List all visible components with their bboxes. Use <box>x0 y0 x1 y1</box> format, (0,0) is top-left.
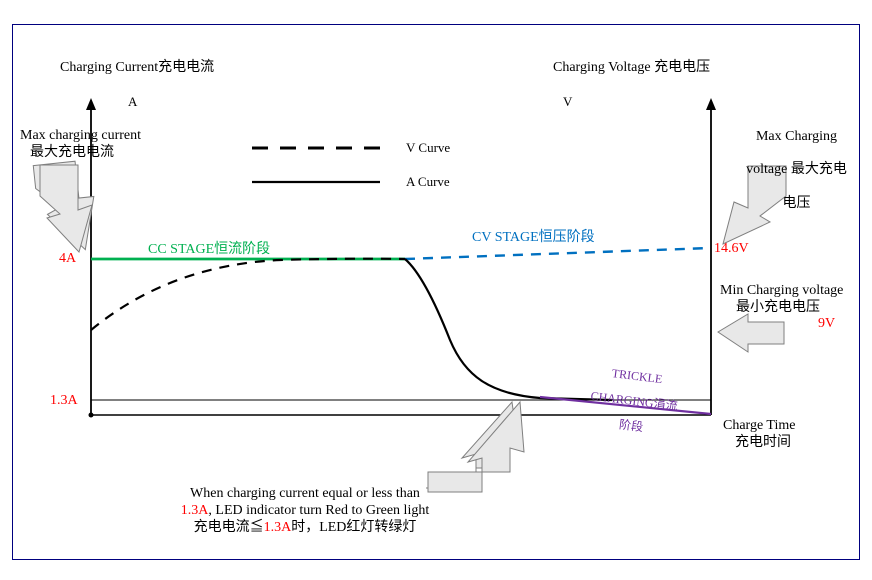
legend-v-label: V Curve <box>406 140 450 156</box>
callout-max-current-cn: 最大充电电流 <box>30 145 114 162</box>
label-trickle-l3: 阶段 <box>618 417 644 434</box>
title-current: Charging Current充电电流 <box>60 60 214 77</box>
origin-dot <box>89 413 94 418</box>
note-line3-b: 时，LED红灯转绿灯 <box>291 520 416 535</box>
callout-max-voltage: Max Charging voltage 最大充电 电压 <box>730 112 856 213</box>
note-line2-red: 1.3A <box>181 503 209 518</box>
label-charge-time-cn: 充电时间 <box>735 435 791 452</box>
callout-max-current-en: Max charging current <box>20 128 141 145</box>
label-trickle: TRICKLE CHARGING涓流 阶段 <box>563 349 701 440</box>
note-block: When charging current equal or less than… <box>140 486 470 536</box>
callout-max-voltage-l3: 电压 <box>783 196 811 211</box>
note-line3: 充电电流≦1.3A时，LED红灯转绿灯 <box>140 520 470 537</box>
callout-min-voltage-val: 9V <box>818 316 835 333</box>
tick-14-6v: 14.6V <box>714 241 749 258</box>
note-line3-red: 1.3A <box>264 520 292 535</box>
callout-min-voltage-cn: 最小充电电压 <box>736 300 820 317</box>
label-charge-time-en: Charge Time <box>723 418 795 435</box>
note-line2-rest: , LED indicator turn Red to Green light <box>208 503 429 518</box>
axis-left-head <box>86 98 96 110</box>
callout-max-voltage-l1: Max Charging <box>756 129 837 144</box>
note-line1: When charging current equal or less than <box>140 486 470 503</box>
arrow-min-voltage <box>718 314 784 352</box>
label-cv-stage: CV STAGE恒压阶段 <box>472 230 595 247</box>
v-curve <box>91 259 405 330</box>
axis-left-unit: A <box>128 94 137 110</box>
note-line2: 1.3A, LED indicator turn Red to Green li… <box>140 503 470 520</box>
axis-right-unit: V <box>563 94 572 110</box>
legend-a-label: A Curve <box>406 174 450 190</box>
label-trickle-l2: CHARGING涓流 <box>590 388 678 413</box>
label-cc-stage: CC STAGE恒流阶段 <box>148 242 270 259</box>
cv-stage-line <box>405 248 710 259</box>
callout-min-voltage-en: Min Charging voltage <box>720 283 843 300</box>
axis-right-head <box>706 98 716 110</box>
label-trickle-l1: TRICKLE <box>611 366 663 386</box>
note-line3-a: 充电电流≦ <box>194 520 264 535</box>
note-line1-text: When charging current equal or less than <box>190 486 420 501</box>
tick-4a: 4A <box>59 251 76 268</box>
title-voltage: Charging Voltage 充电电压 <box>553 60 710 77</box>
callout-max-voltage-l2: voltage 最大充电 <box>746 162 847 177</box>
tick-1-3a: 1.3A <box>50 393 78 410</box>
